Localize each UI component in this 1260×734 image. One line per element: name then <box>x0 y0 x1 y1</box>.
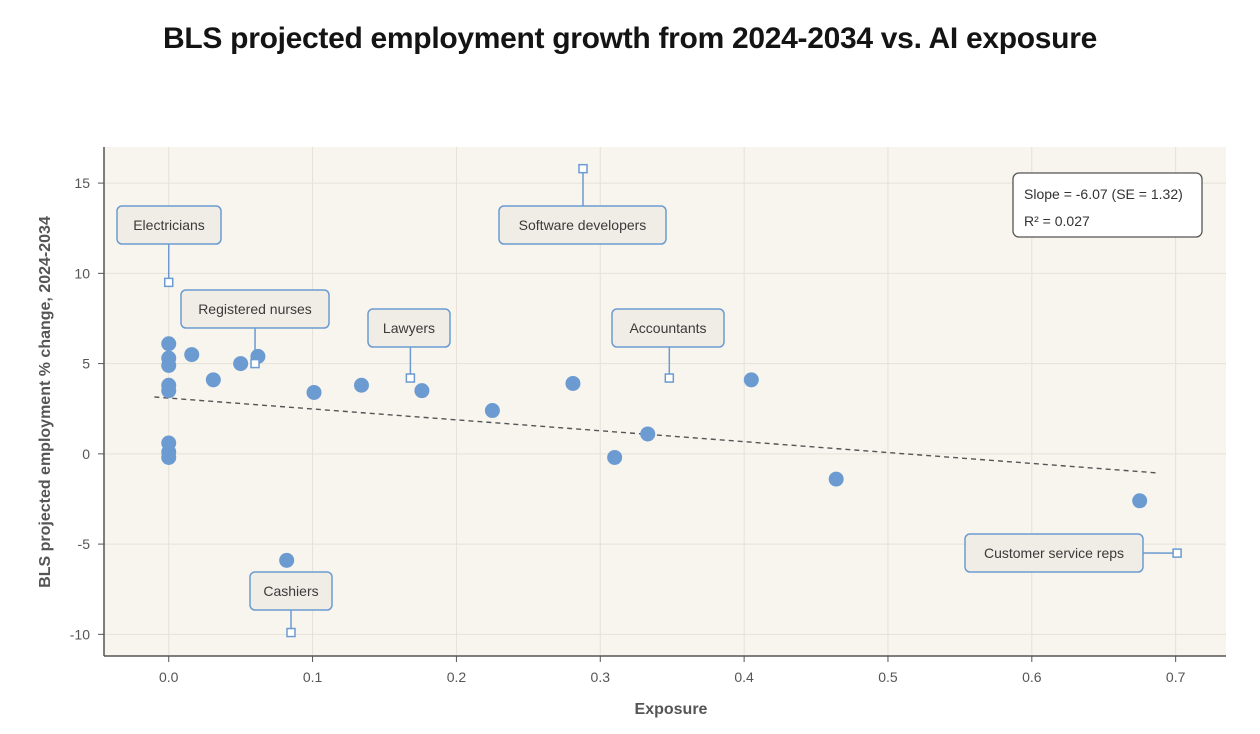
data-point <box>279 552 295 568</box>
annotation-label: Registered nurses <box>198 301 312 317</box>
x-tick-label: 0.5 <box>878 669 898 685</box>
x-tick-label: 0.2 <box>447 669 467 685</box>
annotation-software-developers: Software developers <box>498 163 667 245</box>
data-point <box>184 347 200 363</box>
y-tick-label: -5 <box>78 536 91 552</box>
annotation-label: Lawyers <box>383 320 435 336</box>
data-point <box>161 383 177 399</box>
stats-r-squared: R² = 0.027 <box>1024 213 1090 229</box>
data-point <box>161 336 177 352</box>
annotation-label: Customer service reps <box>984 545 1124 561</box>
annotation-electricians: Electricians <box>116 205 222 288</box>
x-tick-label: 0.0 <box>159 669 179 685</box>
y-tick-label: 0 <box>82 446 90 462</box>
data-points <box>161 336 1148 568</box>
annotation-lawyers: Lawyers <box>367 308 451 383</box>
data-point <box>1132 493 1148 509</box>
annotation-marker <box>163 277 174 288</box>
y-axis-title: BLS projected employment % change, 2024-… <box>37 216 54 588</box>
stats-box: Slope = -6.07 (SE = 1.32) R² = 0.027 <box>1012 172 1203 238</box>
annotation-label: Software developers <box>519 217 647 233</box>
data-point <box>484 403 500 419</box>
axes: 0.0 0.1 0.2 0.3 0.4 0.5 0.6 0.7 15 10 5 0 -5 -10 <box>70 147 1226 685</box>
y-tick-label: 5 <box>82 356 90 372</box>
data-point <box>205 372 221 388</box>
data-point <box>607 449 623 465</box>
annotation-box <box>964 533 1144 573</box>
annotation-box <box>611 308 725 348</box>
annotation-box <box>367 308 451 348</box>
annotation-marker <box>405 373 416 383</box>
annotation-accountants: Accountants <box>611 308 725 383</box>
annotation-box <box>498 205 667 245</box>
chart-title: BLS projected employment growth from 202… <box>163 22 1097 55</box>
data-point <box>161 449 177 465</box>
y-tick-label: 15 <box>74 175 90 191</box>
x-tick-label: 0.3 <box>591 669 611 685</box>
data-point <box>743 372 759 388</box>
data-point <box>233 356 249 372</box>
annotation-label: Electricians <box>133 217 205 233</box>
x-tick-label: 0.4 <box>734 669 754 685</box>
annotation-customer-service-reps: Customer service reps <box>964 533 1182 573</box>
annotation-marker <box>664 373 675 383</box>
annotation-box <box>180 289 330 329</box>
annotation-marker <box>286 627 296 638</box>
data-point <box>565 375 581 391</box>
annotation-cashiers: Cashiers <box>249 571 333 638</box>
data-point <box>828 471 844 487</box>
data-point <box>640 426 656 442</box>
data-point <box>353 377 369 393</box>
stats-slope: Slope = -6.07 (SE = 1.32) <box>1024 186 1183 202</box>
annotation-label: Cashiers <box>263 583 318 599</box>
annotation-marker <box>250 358 260 369</box>
data-point <box>414 383 430 399</box>
y-tick-label: -10 <box>70 626 90 642</box>
annotation-registered-nurses: Registered nurses <box>180 289 330 369</box>
y-tick-label: 10 <box>74 265 90 281</box>
x-tick-label: 0.1 <box>303 669 323 685</box>
annotation-box <box>116 205 222 245</box>
annotations: Electricians Registered nurses Lawyers Soft… <box>116 163 1182 638</box>
annotation-box <box>249 571 333 611</box>
annotation-marker <box>1172 548 1182 558</box>
data-point <box>161 357 177 373</box>
x-tick-label: 0.6 <box>1022 669 1042 685</box>
stats-box-frame <box>1012 172 1203 238</box>
x-axis-title: Exposure <box>635 701 708 718</box>
annotation-marker <box>578 163 588 174</box>
data-point <box>306 384 322 400</box>
x-tick-label: 0.7 <box>1166 669 1186 685</box>
annotation-label: Accountants <box>629 320 706 336</box>
